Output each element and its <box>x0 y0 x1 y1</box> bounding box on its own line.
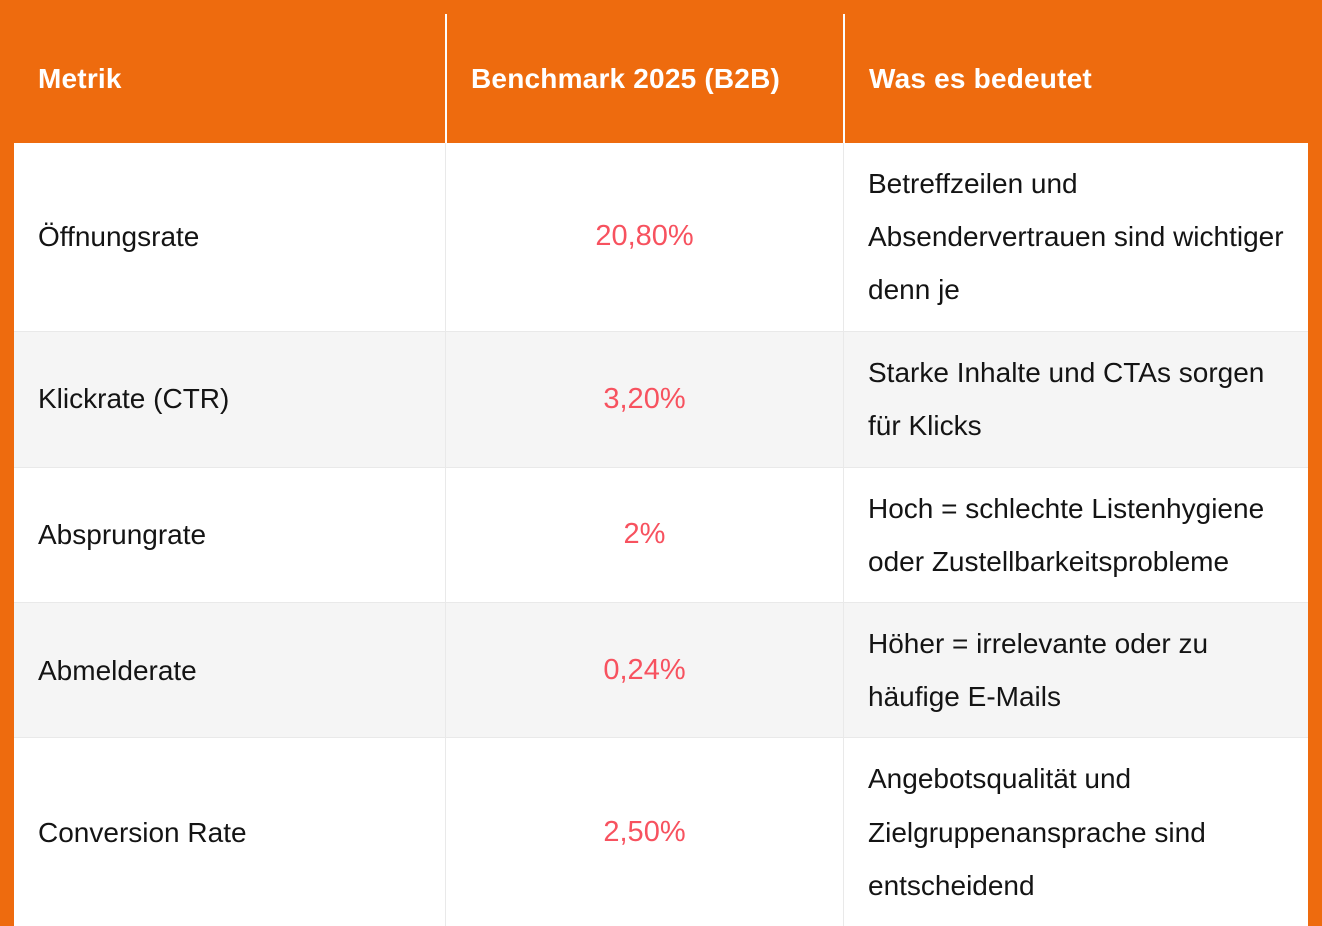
benchmark-value-cell: 2,50% <box>445 738 843 926</box>
column-header-benchmark: Benchmark 2025 (B2B) <box>445 14 843 143</box>
meaning-cell: Betreffzeilen und Absendervertrauen sind… <box>843 143 1308 331</box>
metric-cell: Klickrate (CTR) <box>38 383 230 415</box>
table-body: Öffnungsrate 20,80% Betreffzeilen und Ab… <box>14 143 1308 926</box>
meaning-cell: Höher = irrelevante oder zu häufige E-Ma… <box>843 602 1308 738</box>
metric-cell: Abmelderate <box>38 654 197 686</box>
meaning-cell: Starke Inhalte und CTAs sorgen für Klick… <box>843 331 1308 467</box>
benchmark-value-cell: 20,80% <box>445 143 843 331</box>
metric-cell: Absprungrate <box>38 519 207 551</box>
metric-cell: Conversion Rate <box>38 816 247 848</box>
benchmark-value-cell: 2% <box>445 467 843 602</box>
table-header-row: Metrik Benchmark 2025 (B2B) Was es bedeu… <box>14 14 1308 143</box>
benchmark-value-cell: 3,20% <box>445 331 843 467</box>
meaning-cell: Angebotsqualität und Zielgruppenansprach… <box>843 738 1308 926</box>
benchmark-value-cell: 0,24% <box>445 602 843 738</box>
table-row: Conversion Rate 2,50% Angebotsqualität u… <box>14 737 1308 926</box>
meaning-cell: Hoch = schlechte Listenhygiene oder Zust… <box>843 467 1308 602</box>
table-row: Absprungrate 2% Hoch = schlechte Listenh… <box>14 466 1308 602</box>
table-row: Klickrate (CTR) 3,20% Starke Inhalte und… <box>14 330 1308 467</box>
table-row: Abmelderate 0,24% Höher = irrelevante od… <box>14 601 1308 738</box>
column-header-meaning: Was es bedeutet <box>843 14 1308 143</box>
metric-cell: Öffnungsrate <box>38 221 200 253</box>
column-header-metric: Metrik <box>38 62 122 94</box>
table-row: Öffnungsrate 20,80% Betreffzeilen und Ab… <box>14 143 1308 331</box>
